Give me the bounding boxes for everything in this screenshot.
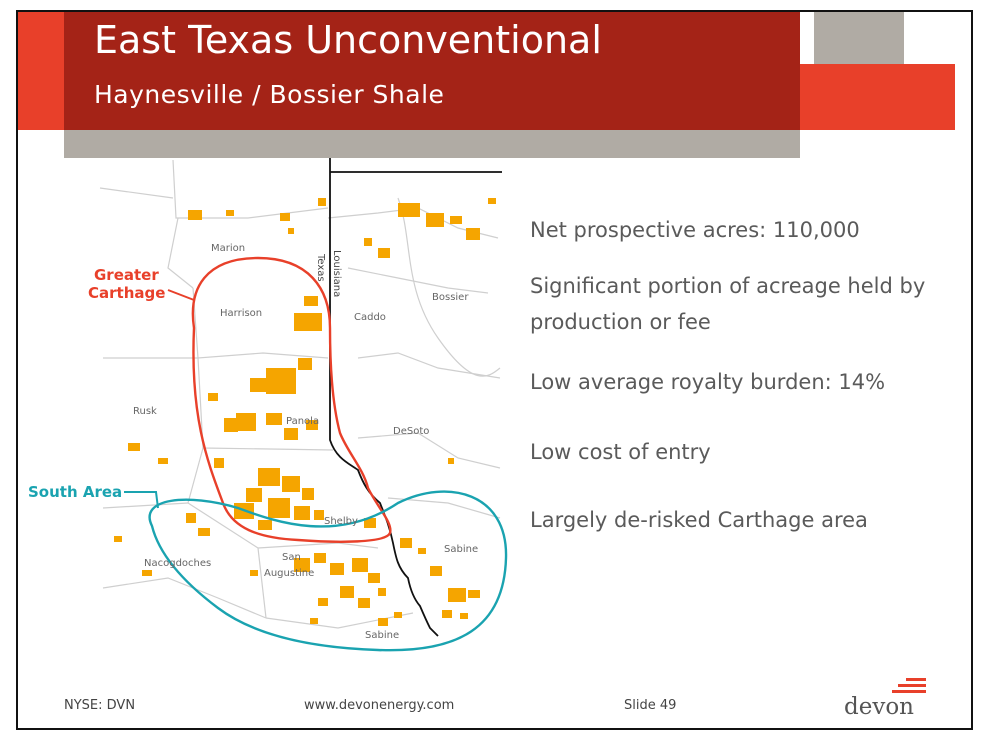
county-label-rusk: Rusk [133,406,157,417]
bullet-held-by-production-line1: Significant portion of acreage held by [530,274,926,298]
greater-carthage-outline [191,256,392,543]
red-accent-left [18,12,66,130]
footer-slide-number: Slide 49 [624,698,677,713]
south-area-leader [124,491,159,509]
state-label-louisiana: Louisiana [331,250,342,297]
county-label-nacogdoches: Nacogdoches [144,558,211,569]
state-label-texas: Texas [315,253,326,282]
county-label-harrison: Harrison [220,308,262,319]
bullet-cost-of-entry: Low cost of entry [530,440,711,464]
slide-subtitle: Haynesville / Bossier Shale [94,80,445,109]
red-accent-right [800,64,955,130]
acreage-blocks [114,198,496,626]
county-label-augustine: Augustine [264,568,314,579]
county-label-sabine-la: Sabine [444,544,478,555]
greater-carthage-leader [167,289,195,301]
county-label-san: San [282,552,301,563]
county-label-marion: Marion [211,243,245,254]
county-label-caddo: Caddo [354,312,386,323]
grey-accent-bottom [64,130,800,158]
greater-carthage-label-line1: Greater [94,266,159,284]
footer-ticker: NYSE: DVN [64,698,136,713]
slide-frame: East Texas Unconventional Haynesville / … [16,10,973,730]
state-line [329,158,439,637]
county-label-panola: Panola [286,416,319,427]
county-label-bossier: Bossier [432,292,469,303]
devon-logo-icon [892,678,926,693]
bullet-held-by-production-line2: production or fee [530,310,711,334]
south-area-label: South Area [28,483,122,501]
acreage-map: Marion Harrison Rusk Panola Caddo Bossie… [28,158,508,652]
footer-url[interactable]: www.devonenergy.com [304,698,455,713]
greater-carthage-label-line2: Carthage [88,284,165,302]
bullet-de-risked: Largely de-risked Carthage area [530,508,868,532]
county-label-sabine-tx: Sabine [365,630,399,641]
bullet-royalty: Low average royalty burden: 14% [530,370,886,394]
bullet-net-acres: Net prospective acres: 110,000 [530,218,860,242]
slide-title: East Texas Unconventional [94,18,602,62]
devon-logo: devon [844,694,914,720]
county-label-desoto: DeSoto [393,426,429,437]
county-label-shelby: Shelby [324,516,358,527]
south-area-outline [148,490,508,652]
title-bar [64,12,800,130]
grey-accent-top [814,12,904,64]
